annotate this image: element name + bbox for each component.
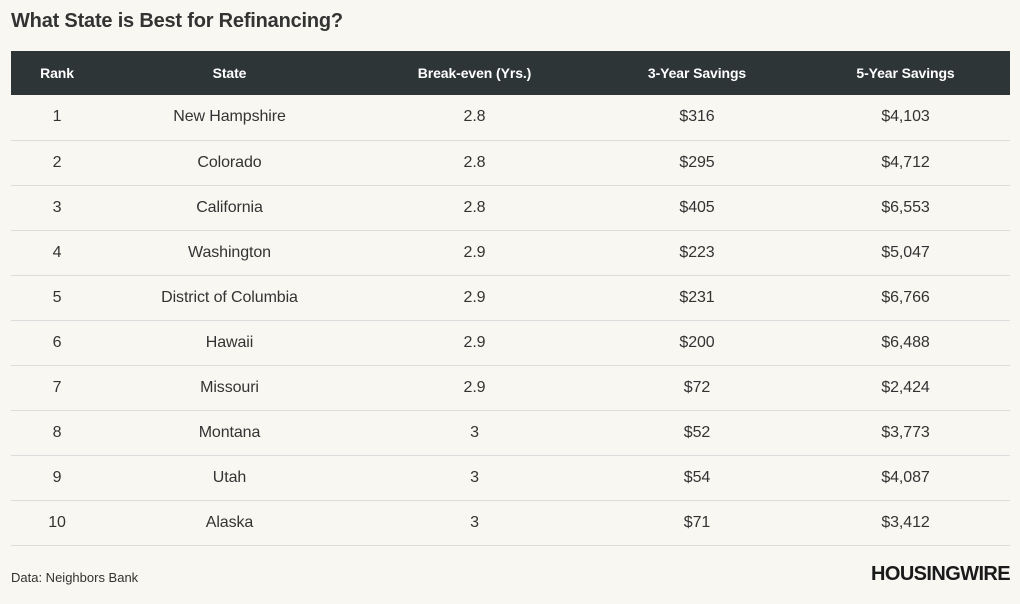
housingwire-logo: HOUSINGWIRE [871,563,1011,585]
cell-5-year-savings: $3,773 [881,423,930,441]
cell-break-even: 2.9 [463,378,486,396]
cell-break-even: 2.9 [463,243,486,261]
cell-5-year-savings: $3,412 [881,513,930,531]
column-header-3-year-savings: 3-Year Savings [647,65,747,81]
cell-5-year-savings: $6,488 [881,333,930,351]
column-header-break-even: Break-even (Yrs.) [417,65,532,81]
cell-state: Hawaii [205,333,254,351]
cell-rank: 4 [52,243,62,261]
table-row: 6 Hawaii 2.9 $200 $6,488 [11,320,1010,365]
column-header-state: State [212,65,247,81]
table-row: 2 Colorado 2.8 $295 $4,712 [11,140,1010,185]
cell-rank: 6 [52,333,62,351]
table-row: 8 Montana 3 $52 $3,773 [11,410,1010,455]
cell-3-year-savings: $405 [679,198,715,216]
column-header-5-year-savings: 5-Year Savings [856,65,955,81]
cell-break-even: 3 [470,423,479,441]
cell-5-year-savings: $6,553 [881,198,930,216]
cell-state: Montana [198,423,261,441]
cell-state: Colorado [197,153,262,171]
source-note: Data: Neighbors Bank [11,570,139,585]
cell-3-year-savings: $295 [679,153,715,171]
cell-rank: 2 [52,153,62,171]
table-row: 7 Missouri 2.9 $72 $2,424 [11,365,1010,410]
cell-break-even: 3 [470,513,479,531]
cell-3-year-savings: $54 [683,468,711,486]
cell-state: Missouri [200,378,259,396]
table-row: 10 Alaska 3 $71 $3,412 [11,500,1010,545]
table-row: 9 Utah 3 $54 $4,087 [11,455,1010,500]
cell-state: New Hampshire [173,108,286,126]
table-row: 1 New Hampshire 2.8 $316 $4,103 [11,95,1010,140]
cell-break-even: 2.8 [463,153,486,171]
cell-state: Washington [188,243,271,261]
cell-break-even: 2.8 [463,108,486,126]
cell-3-year-savings: $72 [683,378,711,396]
table-header-row: Rank State Break-even (Yrs.) 3-Year Savi… [11,51,1010,95]
cell-3-year-savings: $316 [679,108,715,126]
page-title: What State is Best for Refinancing? [11,10,343,32]
cell-rank: 7 [52,378,62,396]
cell-rank: 10 [48,513,66,531]
cell-state: California [196,198,263,216]
cell-rank: 8 [52,423,62,441]
cell-break-even: 2.8 [463,198,486,216]
cell-rank: 3 [52,198,62,216]
cell-3-year-savings: $71 [683,513,711,531]
cell-3-year-savings: $200 [679,333,715,351]
cell-3-year-savings: $231 [679,288,715,306]
column-header-rank: Rank [40,65,74,81]
cell-rank: 5 [52,288,62,306]
cell-break-even: 2.9 [463,333,486,351]
cell-state: Utah [212,468,247,486]
cell-5-year-savings: $4,087 [881,468,930,486]
cell-3-year-savings: $52 [683,423,711,441]
table-row: 3 California 2.8 $405 $6,553 [11,185,1010,230]
cell-state: District of Columbia [161,288,298,306]
cell-3-year-savings: $223 [679,243,715,261]
table-body: 1 New Hampshire 2.8 $316 $4,103 2 Colorado 2.8 $… [11,95,1010,545]
cell-5-year-savings: $2,424 [881,378,930,396]
cell-5-year-savings: $4,103 [881,108,930,126]
cell-break-even: 3 [470,468,479,486]
cell-rank: 1 [52,108,62,126]
cell-break-even: 2.9 [463,288,486,306]
cell-state: Alaska [205,513,254,531]
cell-5-year-savings: $6,766 [881,288,930,306]
table-row: 4 Washington 2.9 $223 $5,047 [11,230,1010,275]
cell-5-year-savings: $4,712 [881,153,930,171]
refinancing-table: Rank State Break-even (Yrs.) 3-Year Savi… [11,51,1010,546]
cell-rank: 9 [52,468,62,486]
cell-5-year-savings: $5,047 [881,243,930,261]
table-row: 5 District of Columbia 2.9 $231 $6,766 [11,275,1010,320]
